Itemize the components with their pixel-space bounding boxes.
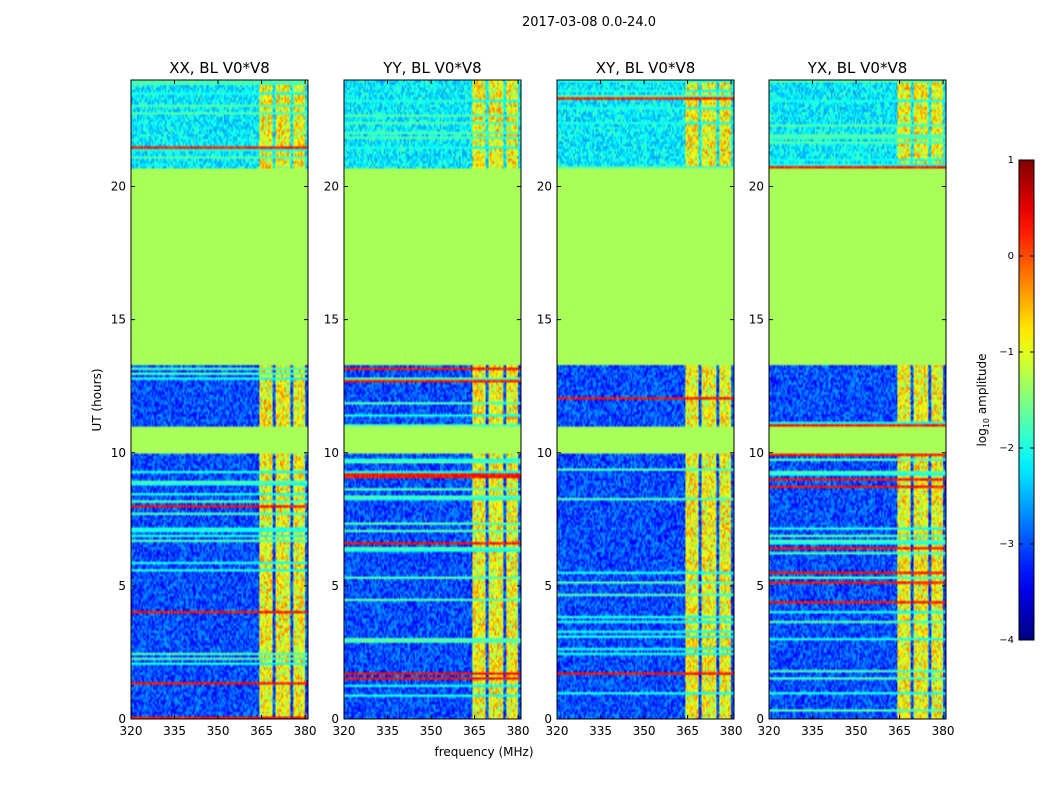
x-tick-label: 350 — [207, 724, 230, 738]
x-axis-label: frequency (MHz) — [434, 745, 533, 759]
y-tick-label: 5 — [331, 579, 339, 593]
heatmap — [557, 80, 734, 719]
x-tick-label: 350 — [420, 724, 443, 738]
y-axis-label: UT (hours) — [90, 368, 104, 431]
y-tick-label: 10 — [111, 446, 126, 460]
panel-0: XX, BL V0*V8 320 335 350 365 380 0 5 10 15 20 — [111, 59, 317, 738]
x-tick-label: 320 — [546, 724, 569, 738]
y-tick-label: 0 — [118, 712, 126, 726]
x-tick-label: 365 — [463, 724, 486, 738]
colorbar-tick-label: −2 — [999, 443, 1014, 454]
panel-3: YX, BL V0*V8 320 335 350 365 380 0 5 10 15 20 — [749, 59, 955, 738]
x-tick-label: 335 — [801, 724, 824, 738]
x-tick-label: 350 — [633, 724, 656, 738]
panel-title: XX, BL V0*V8 — [169, 59, 270, 77]
x-tick-label: 365 — [250, 724, 273, 738]
colorbar-tick-label: −1 — [999, 347, 1014, 358]
y-tick-label: 20 — [749, 180, 764, 194]
y-tick-label: 15 — [537, 313, 552, 327]
x-tick-label: 380 — [720, 724, 743, 738]
x-tick-label: 380 — [507, 724, 530, 738]
x-tick-label: 320 — [758, 724, 781, 738]
x-tick-label: 335 — [163, 724, 186, 738]
figure-suptitle: 2017-03-08 0.0-24.0 — [522, 15, 656, 30]
y-tick-label: 20 — [111, 180, 126, 194]
y-tick-label: 0 — [544, 712, 552, 726]
y-tick-label: 15 — [324, 313, 339, 327]
colorbar-label: log10 amplitude — [975, 354, 991, 447]
axes-frame — [768, 79, 947, 720]
axes-frame — [556, 79, 735, 720]
x-tick-label: 350 — [845, 724, 868, 738]
heatmap — [131, 80, 308, 719]
colorbar-gradient — [1018, 159, 1035, 641]
y-tick-label: 15 — [111, 313, 126, 327]
x-tick-label: 380 — [294, 724, 317, 738]
y-tick-label: 15 — [749, 313, 764, 327]
y-tick-label: 5 — [118, 579, 126, 593]
colorbar-label-tail: amplitude — [975, 354, 989, 418]
y-tick-label: 0 — [756, 712, 764, 726]
panel-title: YY, BL V0*V8 — [382, 59, 481, 77]
x-tick-label: 320 — [333, 724, 356, 738]
y-tick-label: 10 — [749, 446, 764, 460]
panel-title: YX, BL V0*V8 — [807, 59, 908, 77]
panel-title: XY, BL V0*V8 — [596, 59, 696, 77]
y-tick-label: 0 — [331, 712, 339, 726]
y-tick-label: 10 — [537, 446, 552, 460]
panel-2: XY, BL V0*V8 320 335 350 365 380 0 5 10 15 20 — [537, 59, 743, 738]
x-tick-label: 335 — [589, 724, 612, 738]
colorbar-tick-label: 1 — [1008, 155, 1014, 166]
x-tick-label: 320 — [120, 724, 143, 738]
axes-frame — [343, 79, 522, 720]
y-tick-label: 5 — [756, 579, 764, 593]
x-tick-label: 365 — [888, 724, 911, 738]
heatmap — [769, 80, 946, 719]
panel-1: YY, BL V0*V8 320 335 350 365 380 0 5 10 15 20 — [324, 59, 530, 738]
x-tick-label: 365 — [676, 724, 699, 738]
axes-frame — [130, 79, 309, 720]
y-tick-label: 5 — [544, 579, 552, 593]
colorbar-tick-label: 0 — [1008, 251, 1014, 262]
y-tick-label: 20 — [324, 180, 339, 194]
colorbar-tick-label: −3 — [999, 539, 1014, 550]
y-tick-label: 10 — [324, 446, 339, 460]
colorbar-label-sub: 10 — [982, 418, 991, 428]
heatmap — [344, 80, 521, 719]
y-tick-label: 20 — [537, 180, 552, 194]
x-tick-label: 335 — [376, 724, 399, 738]
colorbar-label-main: log — [975, 428, 989, 446]
x-tick-label: 380 — [932, 724, 955, 738]
colorbar-tick-label: −4 — [999, 635, 1014, 646]
